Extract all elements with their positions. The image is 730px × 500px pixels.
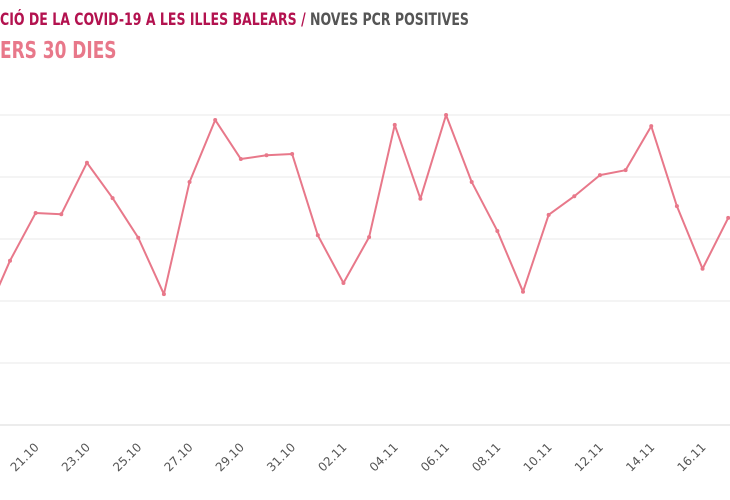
x-tick-label: 23.10 bbox=[59, 440, 93, 474]
data-point bbox=[8, 258, 12, 263]
data-point bbox=[110, 196, 115, 201]
x-tick-label: 31.10 bbox=[264, 440, 298, 474]
x-tick-label: 29.10 bbox=[213, 440, 247, 474]
chart-title: CIÓ DE LA COVID-19 A LES ILLES BALEARS /… bbox=[0, 10, 469, 30]
data-point bbox=[700, 266, 705, 271]
data-point bbox=[521, 289, 525, 294]
data-point bbox=[674, 204, 679, 209]
data-point bbox=[495, 228, 500, 233]
data-point bbox=[649, 124, 654, 129]
data-point bbox=[597, 173, 602, 178]
data-point bbox=[264, 153, 269, 158]
data-point bbox=[315, 233, 320, 238]
data-point bbox=[290, 152, 295, 157]
x-tick-label: 27.10 bbox=[161, 440, 195, 474]
data-point bbox=[392, 122, 397, 127]
title-metric: NOVES PCR POSITIVES bbox=[310, 10, 469, 30]
series-line bbox=[0, 114, 730, 296]
data-point bbox=[187, 179, 192, 184]
data-point bbox=[572, 194, 577, 199]
data-point bbox=[418, 196, 423, 201]
data-point bbox=[161, 292, 166, 297]
x-tick-label: 21.10 bbox=[8, 440, 42, 474]
x-tick-label: 16.11 bbox=[674, 440, 708, 474]
x-tick-label: 06.11 bbox=[418, 440, 452, 474]
data-point bbox=[726, 215, 730, 220]
x-tick-label: 14.11 bbox=[623, 440, 657, 474]
data-point bbox=[136, 235, 141, 240]
x-tick-label: 02.11 bbox=[315, 440, 349, 474]
data-point bbox=[546, 212, 551, 217]
data-point bbox=[341, 281, 346, 286]
x-tick-label: 12.11 bbox=[572, 440, 606, 474]
data-point bbox=[213, 117, 218, 122]
data-point bbox=[84, 160, 89, 165]
data-point bbox=[623, 168, 628, 173]
x-tick-label: 10.11 bbox=[521, 440, 555, 474]
x-tick-label: 04.11 bbox=[367, 440, 401, 474]
data-point bbox=[33, 210, 38, 215]
data-point bbox=[367, 235, 372, 240]
chart-subtitle: ERS 30 DIES bbox=[0, 38, 117, 64]
data-point bbox=[59, 212, 64, 217]
x-tick-label: 25.10 bbox=[110, 440, 144, 474]
data-point bbox=[238, 157, 243, 162]
data-point bbox=[469, 179, 474, 184]
title-main: CIÓ DE LA COVID-19 A LES ILLES BALEARS / bbox=[0, 10, 306, 30]
x-tick-label: 08.11 bbox=[469, 440, 503, 474]
data-point bbox=[444, 113, 449, 117]
